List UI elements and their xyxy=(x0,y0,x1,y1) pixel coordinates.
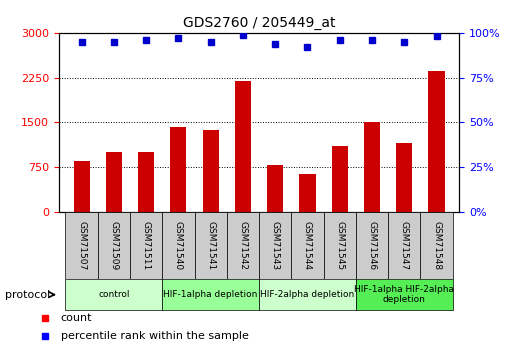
Text: percentile rank within the sample: percentile rank within the sample xyxy=(61,331,248,341)
Text: GSM71540: GSM71540 xyxy=(174,221,183,270)
Bar xyxy=(194,212,227,279)
Bar xyxy=(364,122,380,212)
Bar xyxy=(227,212,259,279)
Text: GSM71511: GSM71511 xyxy=(142,221,151,270)
Text: GSM71509: GSM71509 xyxy=(109,221,119,270)
Bar xyxy=(388,212,421,279)
Text: protocol: protocol xyxy=(5,290,50,299)
Bar xyxy=(138,152,154,212)
Bar xyxy=(162,212,194,279)
Text: GSM71507: GSM71507 xyxy=(77,221,86,270)
Text: GSM71548: GSM71548 xyxy=(432,221,441,270)
Text: control: control xyxy=(98,290,130,299)
Text: HIF-1alpha depletion: HIF-1alpha depletion xyxy=(164,290,258,299)
Bar xyxy=(324,212,356,279)
Bar xyxy=(267,165,283,212)
Bar xyxy=(235,81,251,212)
Bar xyxy=(421,212,452,279)
Text: GSM71541: GSM71541 xyxy=(206,221,215,270)
Bar xyxy=(203,130,219,212)
Bar xyxy=(97,212,130,279)
Text: GSM71547: GSM71547 xyxy=(400,221,409,270)
Title: GDS2760 / 205449_at: GDS2760 / 205449_at xyxy=(183,16,336,30)
Text: HIF-2alpha depletion: HIF-2alpha depletion xyxy=(260,290,354,299)
Bar xyxy=(259,212,291,279)
Bar xyxy=(396,144,412,212)
Bar xyxy=(332,146,348,212)
Bar xyxy=(300,174,315,212)
Text: GSM71544: GSM71544 xyxy=(303,221,312,270)
Text: count: count xyxy=(61,314,92,323)
Bar xyxy=(428,71,445,212)
Bar xyxy=(170,127,186,212)
Bar xyxy=(73,161,90,212)
Text: GSM71542: GSM71542 xyxy=(239,221,247,270)
Bar xyxy=(356,212,388,279)
Text: GSM71546: GSM71546 xyxy=(367,221,377,270)
Bar xyxy=(291,212,324,279)
Bar xyxy=(66,212,97,279)
Text: GSM71543: GSM71543 xyxy=(271,221,280,270)
Bar xyxy=(130,212,162,279)
Text: GSM71545: GSM71545 xyxy=(335,221,344,270)
Bar xyxy=(106,152,122,212)
Text: HIF-1alpha HIF-2alpha
depletion: HIF-1alpha HIF-2alpha depletion xyxy=(354,285,455,304)
